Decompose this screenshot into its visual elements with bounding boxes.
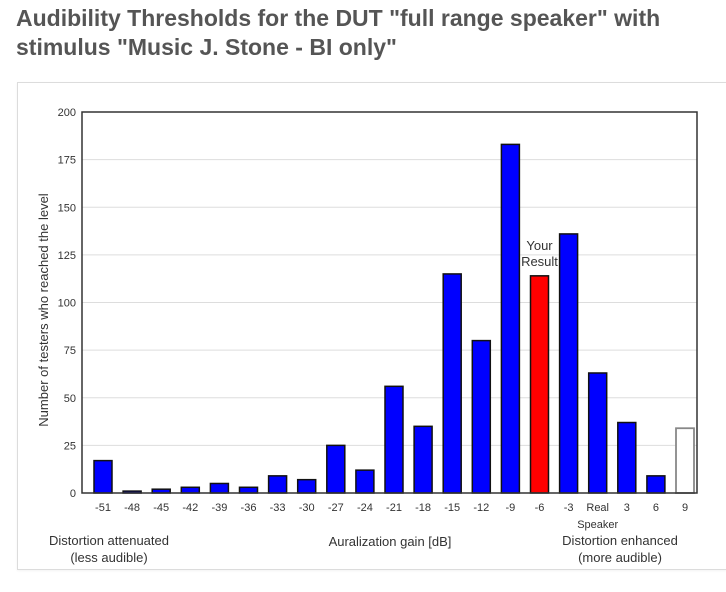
bar--33 (267, 475, 288, 494)
x-tick-label: -45 (153, 502, 169, 514)
x-tick-sublabel: Speaker (577, 519, 618, 531)
page-title-line-1: Audibility Thresholds for the DUT "full … (16, 5, 661, 31)
bar--21 (384, 385, 404, 494)
bar--12 (471, 339, 492, 494)
x-tick-label: -24 (357, 502, 373, 514)
x-tick-label: -48 (124, 502, 140, 514)
y-tick-label: 0 (70, 488, 76, 500)
bar--9 (500, 143, 521, 494)
page-title-line-2: stimulus "Music J. Stone - BI only" (16, 34, 397, 60)
x-tick-label: 3 (624, 502, 630, 514)
x-tick-label: 9 (682, 502, 688, 514)
your-result-annotation-line-1: Your (526, 238, 553, 253)
bar--36 (238, 486, 259, 494)
y-tick-label: 200 (58, 107, 76, 119)
bar-9 (675, 427, 695, 494)
bar--24 (355, 469, 375, 494)
x-tick-labels: -51 -48 -45 -42 -39 -36 -33 -30 -27 -24 -21 -18 -15-… (95, 502, 688, 531)
x-tick-label: -21 (386, 502, 402, 514)
left-note-line-2: (less audible) (70, 550, 147, 565)
x-tick-label: -18 (415, 502, 431, 514)
grid-lines (82, 159, 697, 446)
bar--42 (180, 486, 201, 494)
y-tick-label: 25 (64, 440, 76, 452)
y-tick-labels: 0 25 50 75 100 125 150 175 200 (58, 107, 76, 500)
x-tick-label: -12 (473, 502, 489, 514)
x-tick-label: -15 (444, 502, 460, 514)
x-tick-label: -51 (95, 502, 111, 514)
x-tick-label: -27 (328, 502, 344, 514)
bar--30 (296, 478, 317, 494)
bar--27 (326, 444, 346, 494)
x-tick-label: 6 (653, 502, 659, 514)
x-tick-label: -36 (241, 502, 257, 514)
y-tick-label: 175 (58, 155, 76, 167)
y-tick-label: 50 (64, 393, 76, 405)
bar--18 (413, 425, 433, 494)
page-title: Audibility Thresholds for the DUT "full … (16, 4, 716, 62)
plot-frame (81, 111, 698, 494)
x-tick-label: -9 (506, 502, 516, 514)
x-tick-label: -6 (535, 502, 545, 514)
your-result-annotation-line-2: Result (521, 254, 558, 269)
x-tick-label: -30 (299, 502, 315, 514)
left-note-line-1: Distortion attenuated (49, 533, 169, 548)
y-axis-label: Number of testers who reached the level (36, 193, 51, 427)
bar--51 (93, 459, 113, 494)
x-tick-label: -39 (211, 502, 227, 514)
bar--6 (529, 275, 550, 494)
x-tick-label: -42 (182, 502, 198, 514)
x-tick-label: Real (586, 502, 609, 514)
x-tick-label: -33 (270, 502, 286, 514)
bars (93, 143, 695, 494)
bar--3 (558, 233, 579, 494)
y-tick-label: 125 (58, 250, 76, 262)
bar-Real (587, 372, 608, 494)
x-axis-label: Auralization gain [dB] (329, 534, 452, 549)
x-tick-label: -3 (564, 502, 574, 514)
bar-6 (646, 475, 666, 494)
bar--39 (209, 482, 230, 494)
bar-3 (617, 421, 637, 494)
y-tick-label: 150 (58, 202, 76, 214)
right-note-line-1: Distortion enhanced (562, 533, 678, 548)
y-tick-label: 75 (64, 345, 76, 357)
right-note-line-2: (more audible) (578, 550, 662, 565)
y-tick-label: 100 (58, 298, 76, 310)
bar--15 (442, 273, 462, 494)
